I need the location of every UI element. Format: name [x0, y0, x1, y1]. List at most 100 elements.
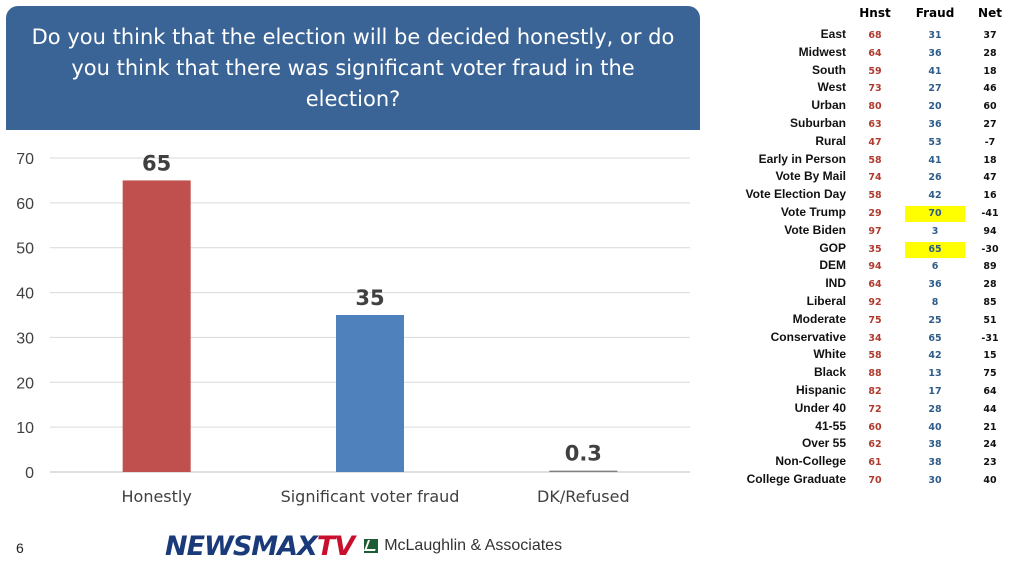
- table-row: Vote Election Day 58 42 16: [700, 187, 1024, 205]
- net-cell: 46: [983, 83, 997, 95]
- table-row: Rural 47 53 -7: [700, 134, 1024, 152]
- hnst-cell: 35: [868, 243, 882, 255]
- fraud-cell: 6: [931, 261, 939, 273]
- fraud-cell: 28: [928, 403, 942, 415]
- table-row: Early in Person 58 41 18: [700, 152, 1024, 170]
- segment-label: Over 55: [801, 436, 846, 451]
- hnst-cell: 94: [868, 261, 882, 273]
- hnst-cell: 74: [868, 172, 882, 184]
- fraud-cell: 36: [928, 119, 942, 130]
- fraud-cell: 25: [928, 314, 942, 326]
- table-row: GOP 35 65 -30: [700, 241, 1024, 259]
- table-row: East 68 31 37: [700, 27, 1024, 45]
- fraud-cell: 26: [928, 172, 942, 184]
- segment-label: White: [813, 347, 846, 362]
- fraud-cell: 30: [928, 475, 942, 486]
- hnst-cell: 63: [868, 119, 882, 130]
- newsmax-logo: NEWSMAXTV: [165, 530, 355, 562]
- hnst-cell: 62: [868, 439, 882, 451]
- data-label: 0.3: [565, 442, 602, 466]
- hnst-cell: 88: [868, 368, 882, 380]
- net-cell: -30: [981, 243, 999, 255]
- net-cell: 24: [983, 439, 997, 451]
- hnst-cell: 97: [868, 225, 882, 237]
- table-row: Urban 80 20 60: [700, 98, 1024, 116]
- segment-label: Suburban: [790, 116, 846, 130]
- data-label: 35: [355, 286, 384, 310]
- hnst-cell: 58: [868, 350, 882, 362]
- table-row: Conservative 34 65 -31: [700, 330, 1024, 348]
- fraud-cell: 38: [928, 457, 942, 469]
- segment-label: Liberal: [806, 294, 846, 308]
- hnst-cell: 92: [868, 297, 882, 308]
- table-row: Suburban 63 36 27: [700, 116, 1024, 134]
- table-row: South 59 41 18: [700, 63, 1024, 81]
- y-tick-label: 70: [16, 151, 34, 168]
- table-row: Moderate 75 25 51: [700, 312, 1024, 330]
- y-tick-label: 40: [16, 286, 34, 303]
- hnst-cell: 80: [868, 101, 882, 113]
- fraud-cell: 41: [928, 154, 942, 166]
- segment-label: Hispanic: [795, 383, 846, 397]
- net-cell: -7: [984, 136, 996, 148]
- segment-label: Vote Biden: [784, 222, 846, 237]
- crosstab-table: Hnst Fraud Net East 68 31 37 Midwest 64 36 28 So…: [700, 0, 1024, 500]
- logo-news: NEWSMAX: [165, 530, 318, 562]
- bar: [336, 315, 404, 472]
- hnst-cell: 34: [868, 332, 882, 344]
- y-tick-label: 0: [25, 465, 34, 482]
- fraud-cell: 13: [928, 368, 942, 380]
- x-tick-label: Significant voter fraud: [281, 487, 460, 506]
- table-row: Vote Biden 97 3 94: [700, 223, 1024, 241]
- table-row: Midwest 64 36 28: [700, 45, 1024, 63]
- net-cell: 40: [983, 475, 997, 486]
- net-cell: 60: [983, 101, 997, 113]
- page-number: 6: [16, 540, 24, 556]
- hnst-cell: 64: [868, 279, 882, 291]
- fraud-cell: 53: [928, 136, 942, 148]
- y-tick-label: 10: [16, 420, 34, 437]
- net-cell: 37: [983, 30, 997, 41]
- segment-label: Midwest: [798, 44, 846, 59]
- net-cell: 94: [983, 225, 997, 237]
- bar: [549, 470, 618, 472]
- net-cell: 47: [983, 172, 997, 184]
- hnst-cell: 64: [868, 47, 882, 59]
- fraud-cell: 17: [928, 386, 942, 397]
- table-row: Vote Trump 29 70 -41: [700, 205, 1024, 223]
- segment-label: Rural: [815, 133, 846, 148]
- fraud-cell: 31: [928, 30, 942, 41]
- hnst-cell: 58: [868, 154, 882, 166]
- net-cell: 18: [983, 65, 997, 77]
- net-cell: 28: [983, 47, 997, 59]
- segment-label: DEM: [819, 258, 846, 273]
- header-hnst: Hnst: [859, 6, 891, 20]
- highlight-marker: [905, 241, 965, 258]
- net-cell: 23: [983, 457, 997, 469]
- bar-chart: 0 10 20 30 40 50 60 70 65 Honestly 35 Significant v…: [16, 151, 690, 506]
- segment-label: College Graduate: [746, 472, 846, 486]
- segment-label: Vote Trump: [780, 205, 846, 219]
- fraud-cell: 65: [928, 332, 942, 344]
- hnst-cell: 68: [868, 30, 882, 41]
- hnst-cell: 82: [868, 386, 882, 397]
- net-cell: 16: [983, 190, 997, 202]
- hnst-cell: 60: [868, 421, 882, 433]
- segment-label: Urban: [811, 98, 846, 113]
- x-tick-label: Honestly: [122, 487, 192, 506]
- table-row: Black 88 13 75: [700, 365, 1024, 383]
- net-cell: 85: [983, 297, 997, 308]
- table-row: 41-55 60 40 21: [700, 419, 1024, 437]
- fraud-cell: 42: [928, 350, 942, 362]
- net-cell: 89: [983, 261, 997, 273]
- table-row: West 73 27 46: [700, 80, 1024, 98]
- segment-label: GOP: [819, 240, 846, 255]
- y-tick-label: 30: [16, 330, 34, 347]
- fraud-cell: 20: [928, 101, 942, 113]
- net-cell: -31: [981, 332, 999, 344]
- net-cell: 64: [983, 386, 997, 397]
- table-row: Vote By Mail 74 26 47: [700, 169, 1024, 187]
- segment-label: South: [812, 62, 846, 77]
- net-cell: 28: [983, 279, 997, 291]
- hnst-cell: 59: [868, 65, 882, 77]
